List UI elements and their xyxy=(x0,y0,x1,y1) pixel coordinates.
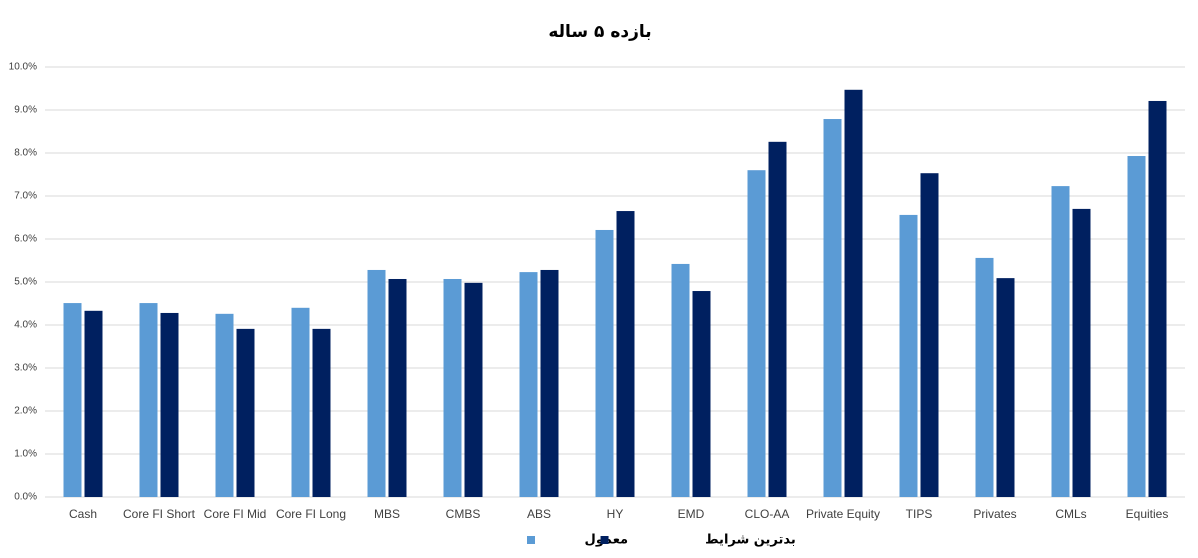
x-tick-label: ABS xyxy=(527,507,551,521)
x-tick-label: Cash xyxy=(69,507,97,521)
x-tick-label: Private Equity xyxy=(806,507,880,521)
x-tick-label: CLO-AA xyxy=(745,507,790,521)
bar xyxy=(312,328,331,497)
y-tick-label: 8.0% xyxy=(14,148,37,159)
bar xyxy=(768,141,787,497)
bar xyxy=(920,173,939,497)
x-tick-label: Core FI Short xyxy=(123,507,196,521)
bar xyxy=(747,170,766,497)
y-tick-label: 4.0% xyxy=(14,320,37,331)
y-tick-label: 7.0% xyxy=(14,191,37,202)
bar xyxy=(63,303,82,497)
bar xyxy=(215,313,234,497)
bar xyxy=(84,310,103,497)
y-tick-label: 10.0% xyxy=(9,62,37,73)
bar xyxy=(595,229,614,497)
bar xyxy=(367,269,386,497)
x-tick-label: HY xyxy=(607,507,624,521)
y-tick-label: 6.0% xyxy=(14,234,37,245)
legend-label: بدترین شرایط xyxy=(705,533,796,548)
bar xyxy=(291,307,310,497)
x-tick-label: Core FI Long xyxy=(276,507,346,521)
bar xyxy=(1148,100,1167,497)
chart-title: بازده ۵ ساله xyxy=(548,22,651,42)
bar xyxy=(160,312,179,497)
bar xyxy=(899,214,918,498)
x-tick-label: CMBS xyxy=(446,507,481,521)
bar xyxy=(139,303,158,497)
x-tick-label: CMLs xyxy=(1055,507,1086,521)
bar xyxy=(616,211,635,498)
x-tick-label: Equities xyxy=(1126,507,1169,521)
bar xyxy=(996,278,1015,497)
x-tick-label: TIPS xyxy=(906,507,933,521)
bar xyxy=(823,119,842,497)
x-tick-label: Core FI Mid xyxy=(204,507,267,521)
bar xyxy=(519,272,538,497)
y-tick-label: 5.0% xyxy=(14,277,37,288)
x-tick-label: EMD xyxy=(678,507,705,521)
legend-swatch xyxy=(527,536,535,544)
x-tick-label: Privates xyxy=(973,507,1016,521)
x-tick-label: MBS xyxy=(374,507,400,521)
y-tick-label: 2.0% xyxy=(14,406,37,417)
legend-swatch xyxy=(600,536,609,544)
bar xyxy=(443,278,462,497)
y-tick-label: 0.0% xyxy=(14,492,37,503)
y-tick-label: 9.0% xyxy=(14,105,37,116)
bar xyxy=(464,282,483,497)
bar xyxy=(540,269,559,497)
bar xyxy=(975,257,994,497)
bar xyxy=(388,278,407,497)
y-tick-label: 1.0% xyxy=(14,449,37,460)
bar xyxy=(1051,186,1070,498)
bar xyxy=(1072,208,1091,497)
bar xyxy=(692,291,711,497)
bar xyxy=(236,328,255,497)
bar xyxy=(844,89,863,497)
y-tick-label: 3.0% xyxy=(14,363,37,374)
bar xyxy=(671,263,690,497)
bar xyxy=(1127,156,1146,497)
